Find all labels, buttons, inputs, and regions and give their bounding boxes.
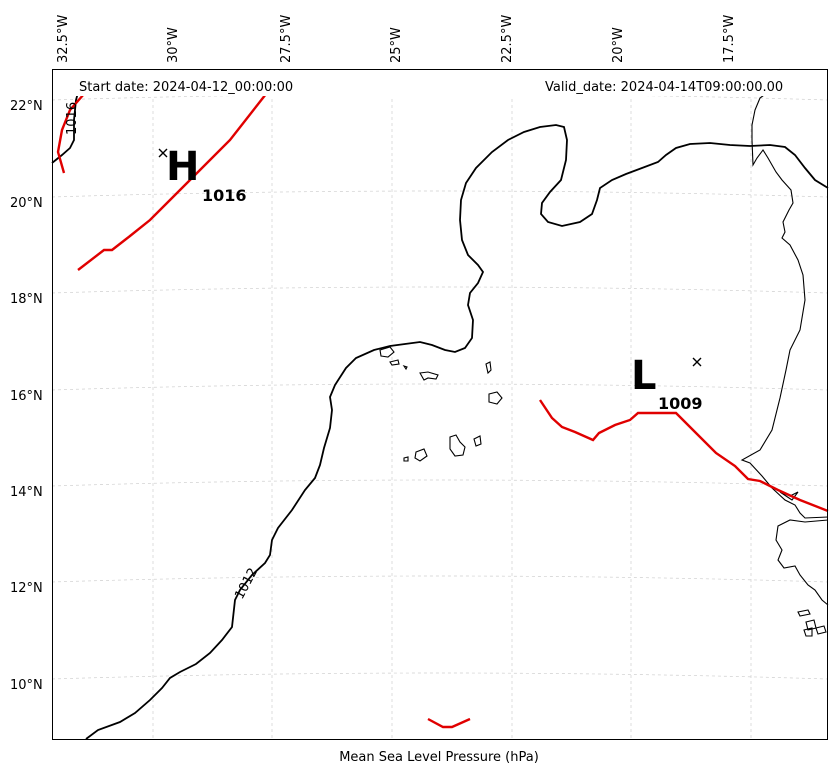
high-pressure-system: H 1016 xyxy=(158,144,247,205)
low-letter: L xyxy=(631,353,657,399)
lon-label-25w: 25°W xyxy=(389,27,404,63)
lat-label-16n: 16°N xyxy=(10,389,43,404)
lon-label-20w: 20°W xyxy=(611,27,626,63)
front-low xyxy=(539,399,829,513)
bijagos-islands xyxy=(797,609,827,637)
lon-label-32-5w: 32.5°W xyxy=(56,15,71,63)
lat-label-10n: 10°N xyxy=(10,678,43,693)
lon-label-22-5w: 22.5°W xyxy=(500,15,515,63)
lon-label-27-5w: 27.5°W xyxy=(279,15,294,63)
front-south xyxy=(427,717,471,729)
map-caption: Mean Sea Level Pressure (hPa) xyxy=(339,750,539,765)
isobar-1012 xyxy=(85,124,829,740)
front-west-edge xyxy=(56,93,85,174)
low-pressure-system: L 1009 xyxy=(631,353,703,413)
header-background xyxy=(53,70,827,96)
lat-label-22n: 22°N xyxy=(10,99,43,114)
latitude-labels: 22°N 20°N 18°N 16°N 14°N 12°N 10°N xyxy=(10,99,43,693)
graticule xyxy=(51,69,829,739)
high-letter: H xyxy=(166,144,199,190)
lat-label-12n: 12°N xyxy=(10,581,43,596)
lon-label-30w: 30°W xyxy=(166,27,181,63)
cape-verde-islands xyxy=(379,346,503,462)
isobar-label-1012: 1012 xyxy=(232,566,261,602)
isobar-label-1016: 1016 xyxy=(65,102,80,135)
longitude-labels: 32.5°W 30°W 27.5°W 25°W 22.5°W 20°W 17.5… xyxy=(56,15,737,63)
valid-date: Valid_date: 2024-04-14T09:00:00.00 xyxy=(545,80,783,95)
africa-coastline xyxy=(740,68,829,519)
front-north-west xyxy=(77,93,267,271)
start-date: Start date: 2024-04-12_00:00:00 xyxy=(79,80,293,95)
high-value: 1016 xyxy=(202,186,247,205)
lon-label-17-5w: 17.5°W xyxy=(722,15,737,63)
map-frame xyxy=(52,69,828,740)
low-value: 1009 xyxy=(658,394,703,413)
lat-label-18n: 18°N xyxy=(10,292,43,307)
lat-label-14n: 14°N xyxy=(10,485,43,500)
guinea-coastline xyxy=(775,519,829,606)
lat-label-20n: 20°N xyxy=(10,196,43,211)
